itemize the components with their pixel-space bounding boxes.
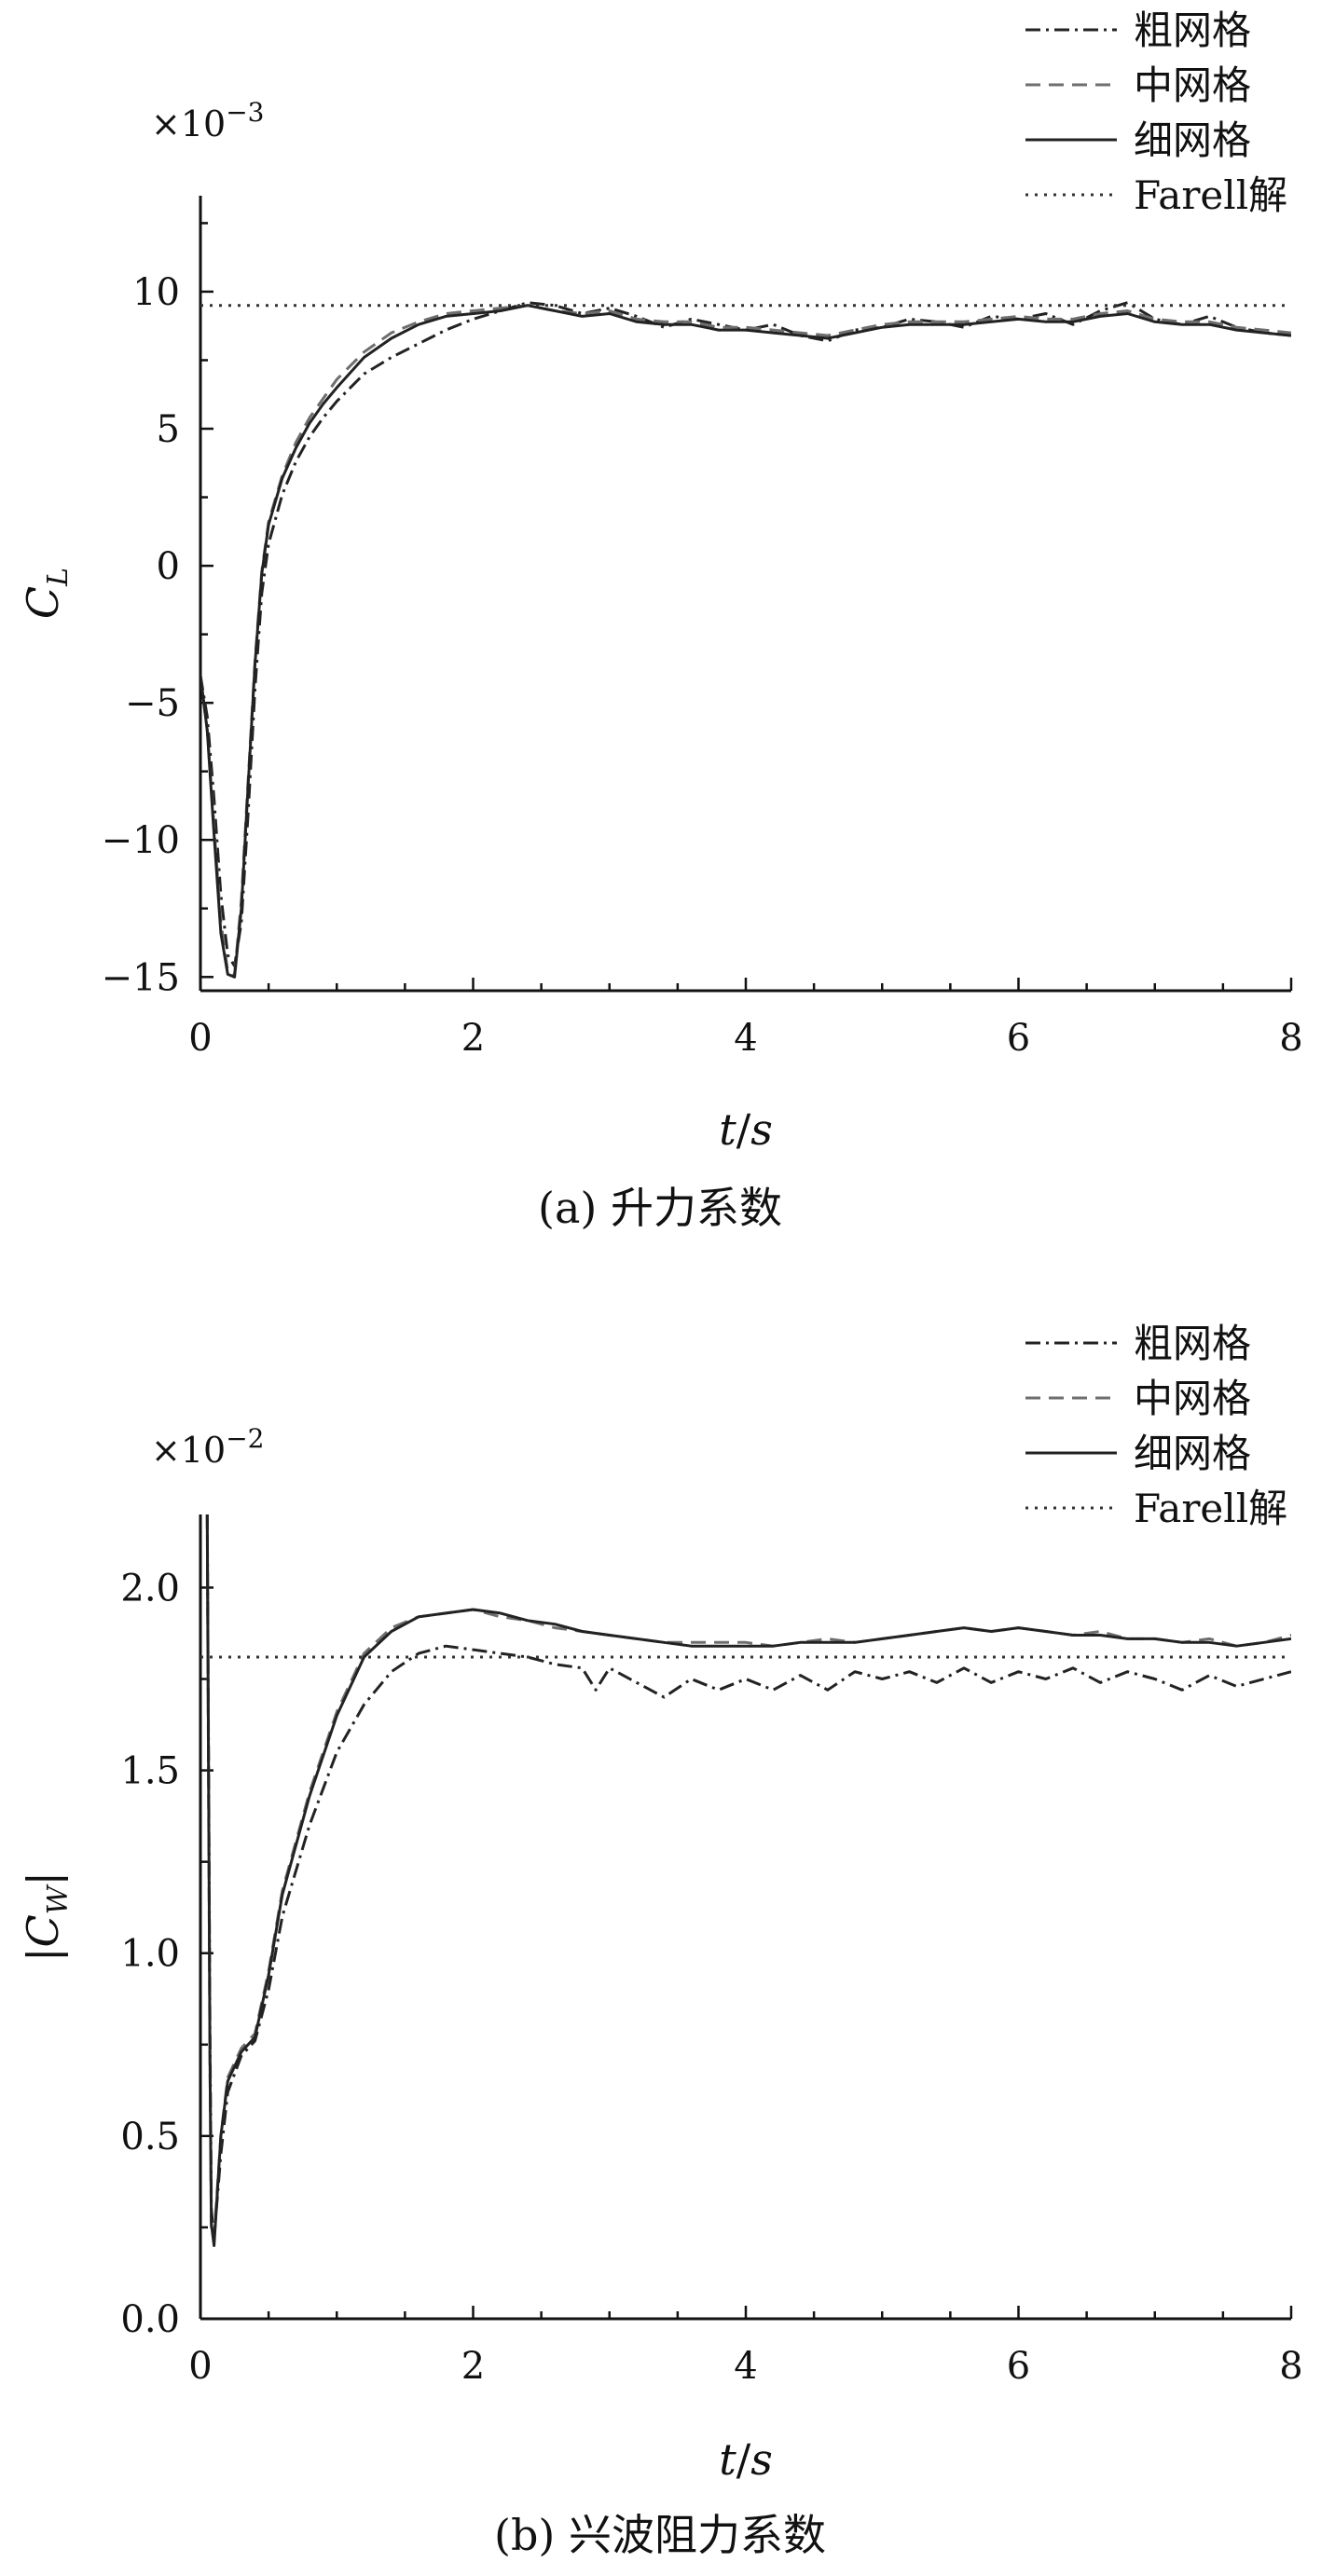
y-axis-label: |CW| xyxy=(18,1871,75,1962)
y-tick-label: 0.5 xyxy=(120,2116,180,2158)
x-tick-label: 0 xyxy=(188,1017,212,1060)
y-label-main: C xyxy=(18,586,68,619)
series-line-dashed xyxy=(205,1514,1291,2240)
axis-multiplier: ×10−2 xyxy=(151,1423,264,1471)
y-tick-label: −15 xyxy=(102,956,180,999)
x-axis-label: t/s xyxy=(719,2434,773,2485)
y-tick-label: −10 xyxy=(102,819,180,862)
x-label-sep: / xyxy=(736,2434,751,2485)
x-label-sep: / xyxy=(736,1104,751,1155)
y-tick-label: 0.0 xyxy=(120,2298,180,2341)
series-group xyxy=(200,301,1291,979)
x-tick-label: 4 xyxy=(734,2345,757,2388)
y-tick-label: 10 xyxy=(132,271,180,314)
legend-label: Farell解 xyxy=(1134,1486,1287,1531)
panel-caption: (b) 兴波阻力系数 xyxy=(494,2510,826,2560)
x-tick-label: 6 xyxy=(1007,2345,1030,2388)
series-line-dashdot xyxy=(200,301,1291,967)
legend-label: 细网格 xyxy=(1134,117,1251,163)
multiplier-exponent: −2 xyxy=(226,1423,264,1454)
y-label-tail: | xyxy=(18,1871,68,1886)
legend-label: 粗网格 xyxy=(1134,1321,1251,1366)
y-tick-label: 5 xyxy=(157,408,180,451)
series-line-dashed xyxy=(200,304,1291,976)
series-line-solid xyxy=(200,304,1291,979)
x-axis-label: t/s xyxy=(719,1104,773,1155)
x-label-t: t xyxy=(719,1104,736,1155)
x-label-t: t xyxy=(719,2434,736,2485)
y-label-subscript: W xyxy=(42,1884,75,1914)
multiplier-base: ×10 xyxy=(151,1430,226,1471)
x-tick-label: 4 xyxy=(734,1017,757,1060)
x-tick-label: 2 xyxy=(461,2345,485,2388)
series-line-solid xyxy=(205,1514,1291,2247)
y-tick-label: 1.0 xyxy=(120,1933,180,1976)
x-tick-label: 0 xyxy=(188,2345,212,2388)
y-label-main: |C xyxy=(18,1914,68,1962)
legend-label: 粗网格 xyxy=(1134,7,1251,53)
x-label-s: s xyxy=(750,2434,773,2485)
legend-label: 中网格 xyxy=(1134,62,1251,108)
x-tick-label: 2 xyxy=(461,1017,485,1060)
multiplier-base: ×10 xyxy=(151,103,226,144)
legend-label: 中网格 xyxy=(1134,1376,1251,1421)
panel-caption: (a) 升力系数 xyxy=(538,1183,782,1233)
chart-panel-b: 0 2 4 6 8 0.0 0.5 1.0 1.5 2.0 ×10−2 |CW| t/s (b) 兴波阻力… xyxy=(18,1321,1303,2560)
y-tick-label: −5 xyxy=(125,682,180,725)
series-line-dashdot xyxy=(205,1514,1291,2240)
y-tick-label: 1.5 xyxy=(120,1750,180,1793)
x-tick-label: 8 xyxy=(1279,1017,1302,1060)
y-axis-label: CL xyxy=(18,568,75,619)
multiplier-exponent: −3 xyxy=(226,97,264,128)
y-label-subscript: L xyxy=(42,568,75,587)
x-tick-label: 8 xyxy=(1279,2345,1302,2388)
legend-label: 细网格 xyxy=(1134,1431,1251,1476)
legend-label: Farell解 xyxy=(1134,172,1287,218)
y-tick-label: 0 xyxy=(157,545,180,588)
series-group xyxy=(200,1514,1291,2247)
x-label-s: s xyxy=(750,1104,773,1155)
x-tick-label: 6 xyxy=(1007,1017,1030,1060)
axis-multiplier: ×10−3 xyxy=(151,97,264,144)
y-tick-label: 2.0 xyxy=(120,1567,180,1610)
